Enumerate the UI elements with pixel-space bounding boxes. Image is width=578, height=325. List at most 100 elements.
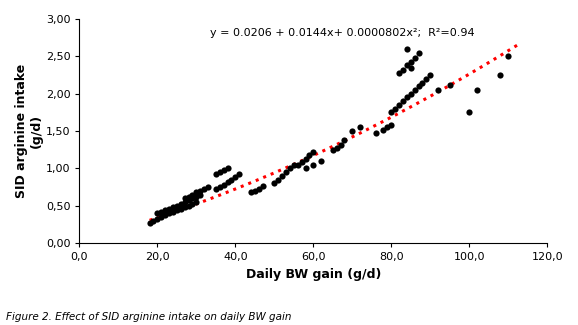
Point [414,84,423,89]
Point [297,160,306,165]
Point [503,54,513,59]
Point [161,212,170,217]
Point [165,211,174,216]
Point [309,162,318,167]
Point [176,206,186,211]
Point [355,125,365,130]
Point [165,206,174,211]
Point [157,214,166,220]
Point [289,162,298,167]
Point [172,208,181,213]
Point [195,192,205,197]
Point [394,70,403,75]
Point [184,194,193,200]
Point [465,110,474,115]
Point [246,190,255,195]
Point [227,177,236,182]
Point [301,166,310,171]
Point [383,125,392,130]
Point [496,72,505,78]
Point [402,95,412,100]
Point [192,194,201,200]
Point [153,211,162,216]
Point [192,190,201,195]
Point [317,158,326,163]
Point [379,127,388,132]
Point [199,187,209,192]
Point [250,188,260,193]
Point [398,98,407,104]
Point [301,157,310,162]
Point [402,46,412,51]
Y-axis label: SID arginine intake
(g/d): SID arginine intake (g/d) [15,64,43,198]
Point [422,76,431,81]
Point [402,63,412,68]
Point [184,197,193,202]
Point [211,172,220,177]
Point [258,184,267,189]
Point [328,147,338,152]
Point [347,128,357,134]
Point [340,137,349,143]
Text: y = 0.0206 + 0.0144x+ 0.0000802x²;  R²=0.94: y = 0.0206 + 0.0144x+ 0.0000802x²; R²=0.… [210,28,475,38]
Point [203,185,213,190]
Point [184,203,193,208]
Point [410,87,419,93]
Point [168,209,177,215]
Point [254,186,264,191]
Point [161,208,170,213]
Point [195,188,205,193]
Point [219,167,228,173]
Point [336,142,345,147]
Point [394,102,403,108]
Point [149,218,158,223]
Point [211,187,220,192]
Point [180,205,190,210]
Point [223,166,232,171]
Point [472,87,481,93]
Point [176,202,186,207]
Point [293,162,302,167]
Point [192,200,201,205]
Point [231,175,240,180]
Point [157,209,166,215]
Point [332,145,342,150]
Point [286,166,295,171]
Point [387,110,396,115]
Point [277,173,287,178]
Point [188,201,197,206]
Point [371,130,380,135]
Point [425,72,435,78]
Point [168,205,177,210]
Point [223,179,232,185]
Point [391,106,400,111]
Point [215,170,224,175]
X-axis label: Daily BW gain (g/d): Daily BW gain (g/d) [246,268,381,281]
Point [180,196,190,201]
Point [172,203,181,208]
Point [188,196,197,201]
Point [215,185,224,190]
Point [434,87,443,93]
Point [281,170,291,175]
Point [445,82,454,87]
Point [188,192,197,197]
Point [235,172,244,177]
Point [153,216,162,221]
Point [406,65,416,70]
Point [305,152,314,158]
Point [273,177,283,182]
Text: Figure 2. Effect of SID arginine intake on daily BW gain: Figure 2. Effect of SID arginine intake … [6,312,291,322]
Point [270,181,279,186]
Point [406,60,416,65]
Point [180,200,190,205]
Point [387,123,396,128]
Point [414,50,423,55]
Point [418,80,427,85]
Point [219,182,228,188]
Point [309,150,318,155]
Point [398,67,407,72]
Point [406,91,416,96]
Point [410,55,419,60]
Point [145,220,154,226]
